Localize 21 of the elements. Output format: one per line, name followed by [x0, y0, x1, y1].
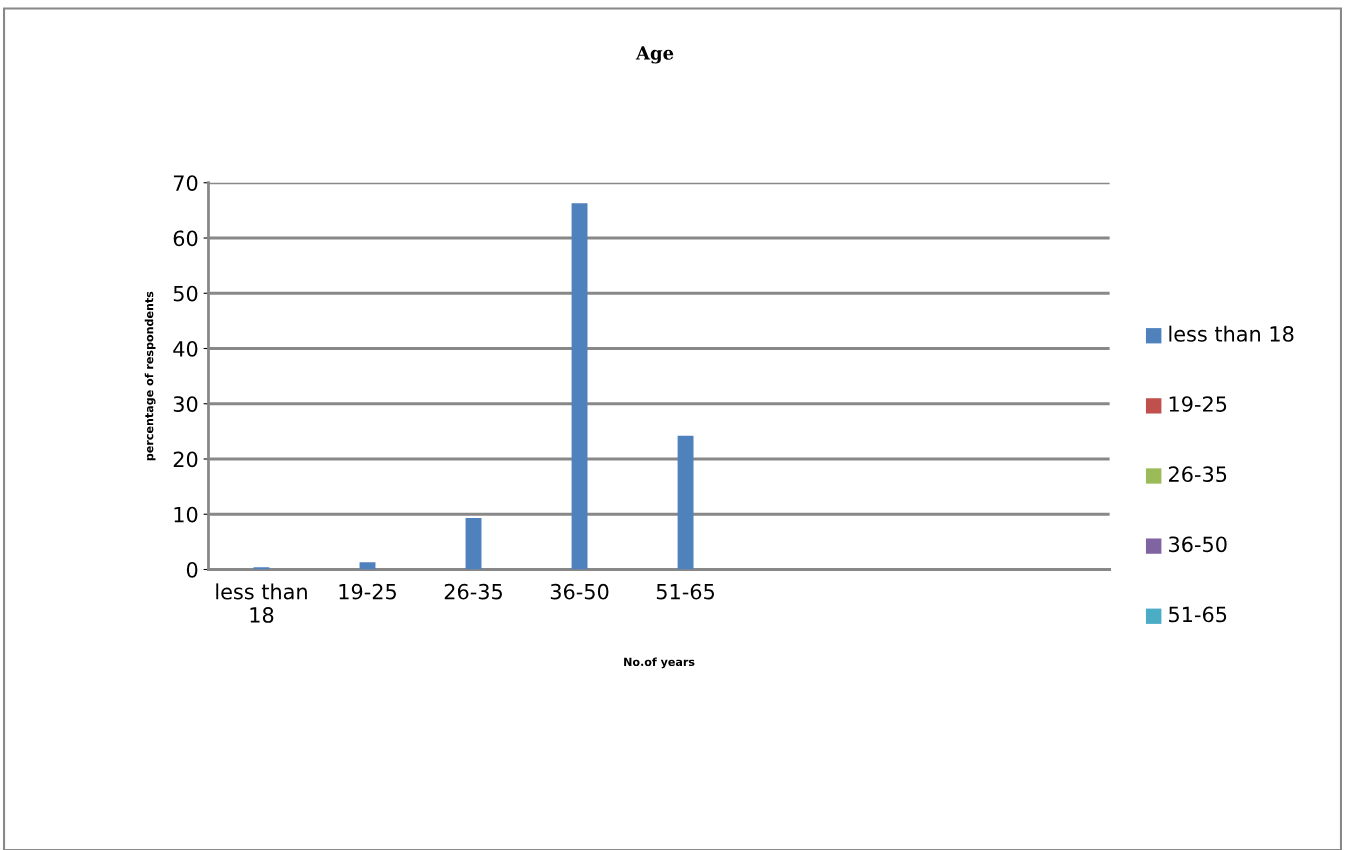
- category-label: 26-35: [1168, 466, 1227, 483]
- x-axis-title: No.of years: [624, 657, 695, 669]
- y-tick-label: 30: [173, 396, 198, 412]
- y-axis-title: percentage of respondents: [144, 291, 156, 461]
- x-tick-label: 36-50: [550, 583, 609, 600]
- x-tick-label: 26-35: [444, 583, 502, 600]
- category-label: less than 18: [1169, 325, 1294, 342]
- x-tick-label: 51-65: [656, 583, 714, 600]
- y-tick-label: 20: [173, 451, 198, 468]
- category-label: 36-50: [1169, 536, 1227, 553]
- category-label: 19-25: [1169, 396, 1227, 412]
- y-tick-label: 60: [173, 230, 198, 247]
- chart-title: Age: [635, 46, 674, 64]
- x-tick-label: less than 18: [216, 583, 307, 623]
- y-tick-label: 70: [173, 175, 198, 191]
- y-tick-label: 0: [186, 561, 198, 578]
- y-tick-label: 40: [173, 340, 198, 357]
- x-tick-label: 19-25: [339, 583, 396, 600]
- y-tick-label: 10: [174, 506, 198, 523]
- y-tick-label: 50: [173, 285, 198, 302]
- category-label: 51-65: [1169, 606, 1227, 623]
